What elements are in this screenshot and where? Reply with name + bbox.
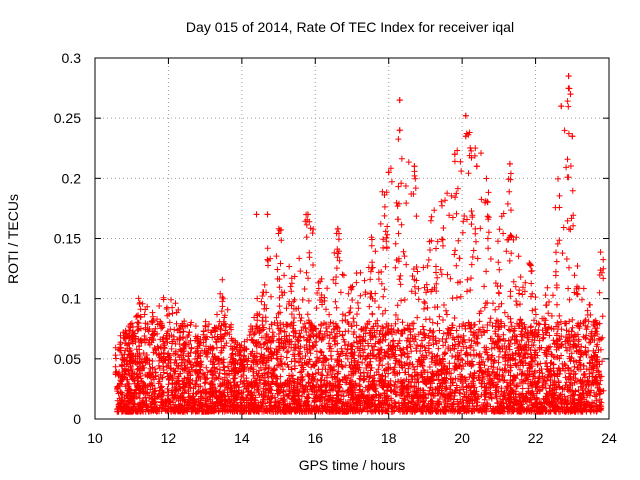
peak-point: [569, 133, 576, 140]
y-tick-label: 0.2: [62, 170, 82, 186]
y-tick-label: 0.15: [54, 231, 81, 247]
x-tick-label: 12: [161, 430, 177, 446]
peak-point: [473, 163, 480, 170]
x-tick-label: 10: [87, 430, 103, 446]
peak-point: [565, 73, 572, 80]
peak-point: [451, 151, 458, 158]
peak-point: [304, 211, 311, 218]
y-tick-label: 0.25: [54, 110, 81, 126]
peak-point: [462, 112, 469, 119]
peak-point: [462, 133, 469, 140]
x-tick-label: 18: [381, 430, 397, 446]
peak-point: [253, 211, 260, 218]
x-tick-label: 14: [234, 430, 250, 446]
peak-point: [567, 91, 574, 98]
x-tick-label: 24: [601, 430, 617, 446]
peak-point: [385, 169, 392, 176]
peak-point: [264, 211, 271, 218]
data-points: [112, 73, 607, 415]
y-axis-label: ROTI / TECUs: [5, 194, 21, 284]
x-tick-label: 22: [528, 430, 544, 446]
y-tick-label: 0.05: [54, 351, 81, 367]
y-tick-label: 0: [73, 411, 81, 427]
y-tick-label: 0.1: [62, 291, 82, 307]
chart-title: Day 015 of 2014, Rate Of TEC Index for r…: [186, 19, 514, 35]
y-tick-label: 0.3: [62, 50, 82, 66]
x-tick-label: 16: [307, 430, 323, 446]
roti-points: [112, 73, 607, 415]
peak-point: [396, 127, 403, 134]
peak-point: [411, 163, 418, 170]
axis-ticks: 10 12 14 16 18 20 22 24 0 0.05 0.1 0.15 0.2 0.25 0.3: [54, 50, 617, 446]
peak-point: [506, 160, 513, 167]
peak-point: [396, 97, 403, 104]
x-tick-label: 20: [454, 430, 470, 446]
peak-point: [558, 103, 565, 110]
x-axis-label: GPS time / hours: [299, 457, 406, 473]
